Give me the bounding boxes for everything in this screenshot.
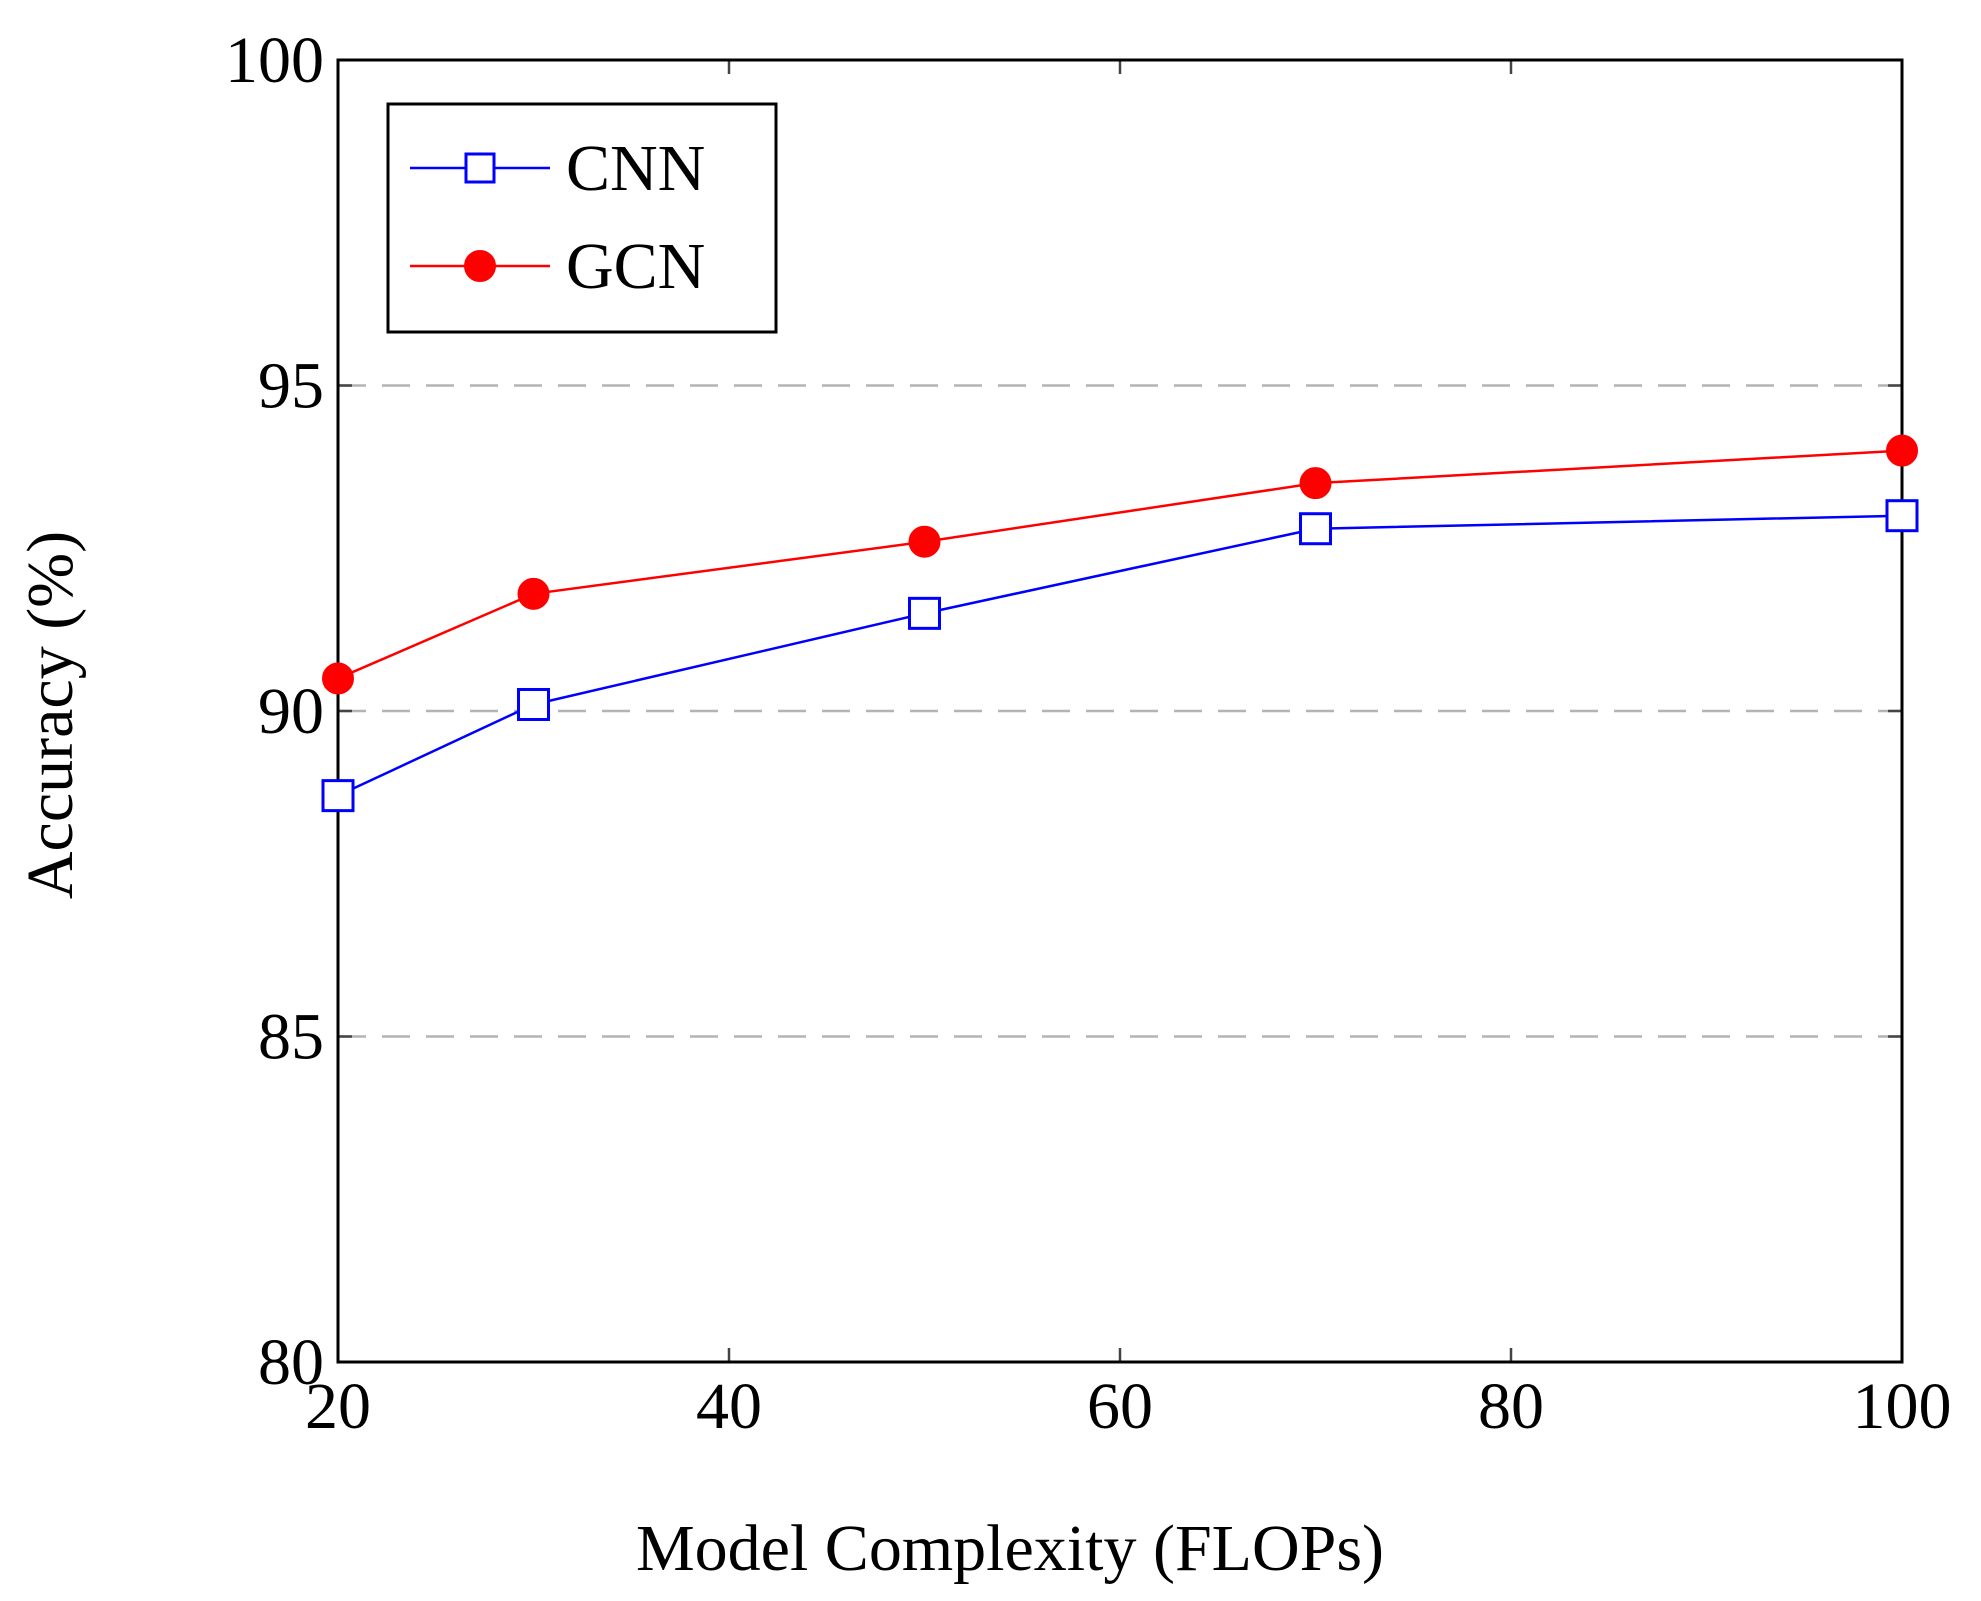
plot-frame: [336, 58, 1904, 1364]
x-tick-label-100: 100: [1853, 1370, 1952, 1443]
grid-lines: [338, 384, 1902, 1038]
x-tick-label-40: 40: [696, 1370, 762, 1443]
data-point-cnn-30: [517, 687, 550, 721]
x-axis-label: Model Complexity (FLOPs): [636, 1512, 1384, 1585]
legend-gcn-label: GCN: [566, 230, 705, 303]
y-tick-label-85: 85: [258, 1001, 324, 1074]
data-point-gcn-30: [517, 577, 550, 610]
data-point-gcn-100: [1886, 434, 1918, 467]
data-point-cnn-50: [908, 596, 941, 630]
x-tick-label-80: 80: [1478, 1370, 1544, 1443]
legend: CNN GCN: [386, 102, 778, 334]
tick-labels: 80 85 90 95 100 20 40 60 80 100: [225, 24, 1952, 1443]
y-tick-label-90: 90: [258, 675, 324, 748]
y-tick-label-80: 80: [258, 1326, 324, 1399]
series-layer: [321, 434, 1919, 813]
series-gcn: [322, 434, 1918, 695]
series-cnn: [321, 499, 1919, 813]
data-point-cnn-70: [1299, 512, 1332, 546]
data-point-gcn-20: [322, 662, 354, 695]
data-point-cnn-100: [1885, 499, 1919, 533]
y-tick-label-100: 100: [225, 24, 324, 97]
data-point-cnn-20: [321, 779, 355, 813]
legend-cnn-marker: [464, 152, 496, 184]
series-line-cnn: [337, 514, 1903, 797]
y-tick-label-95: 95: [258, 350, 324, 423]
series-line-gcn: [337, 449, 1903, 680]
x-tick-label-60: 60: [1087, 1370, 1153, 1443]
data-point-gcn-50: [908, 525, 941, 558]
legend-cnn-label: CNN: [566, 132, 705, 205]
legend-box: [386, 102, 778, 334]
x-tick-label-20: 20: [305, 1370, 371, 1443]
data-point-gcn-70: [1299, 467, 1332, 500]
y-axis-label: Accuracy (%): [14, 531, 87, 899]
legend-gcn-marker: [464, 250, 496, 282]
